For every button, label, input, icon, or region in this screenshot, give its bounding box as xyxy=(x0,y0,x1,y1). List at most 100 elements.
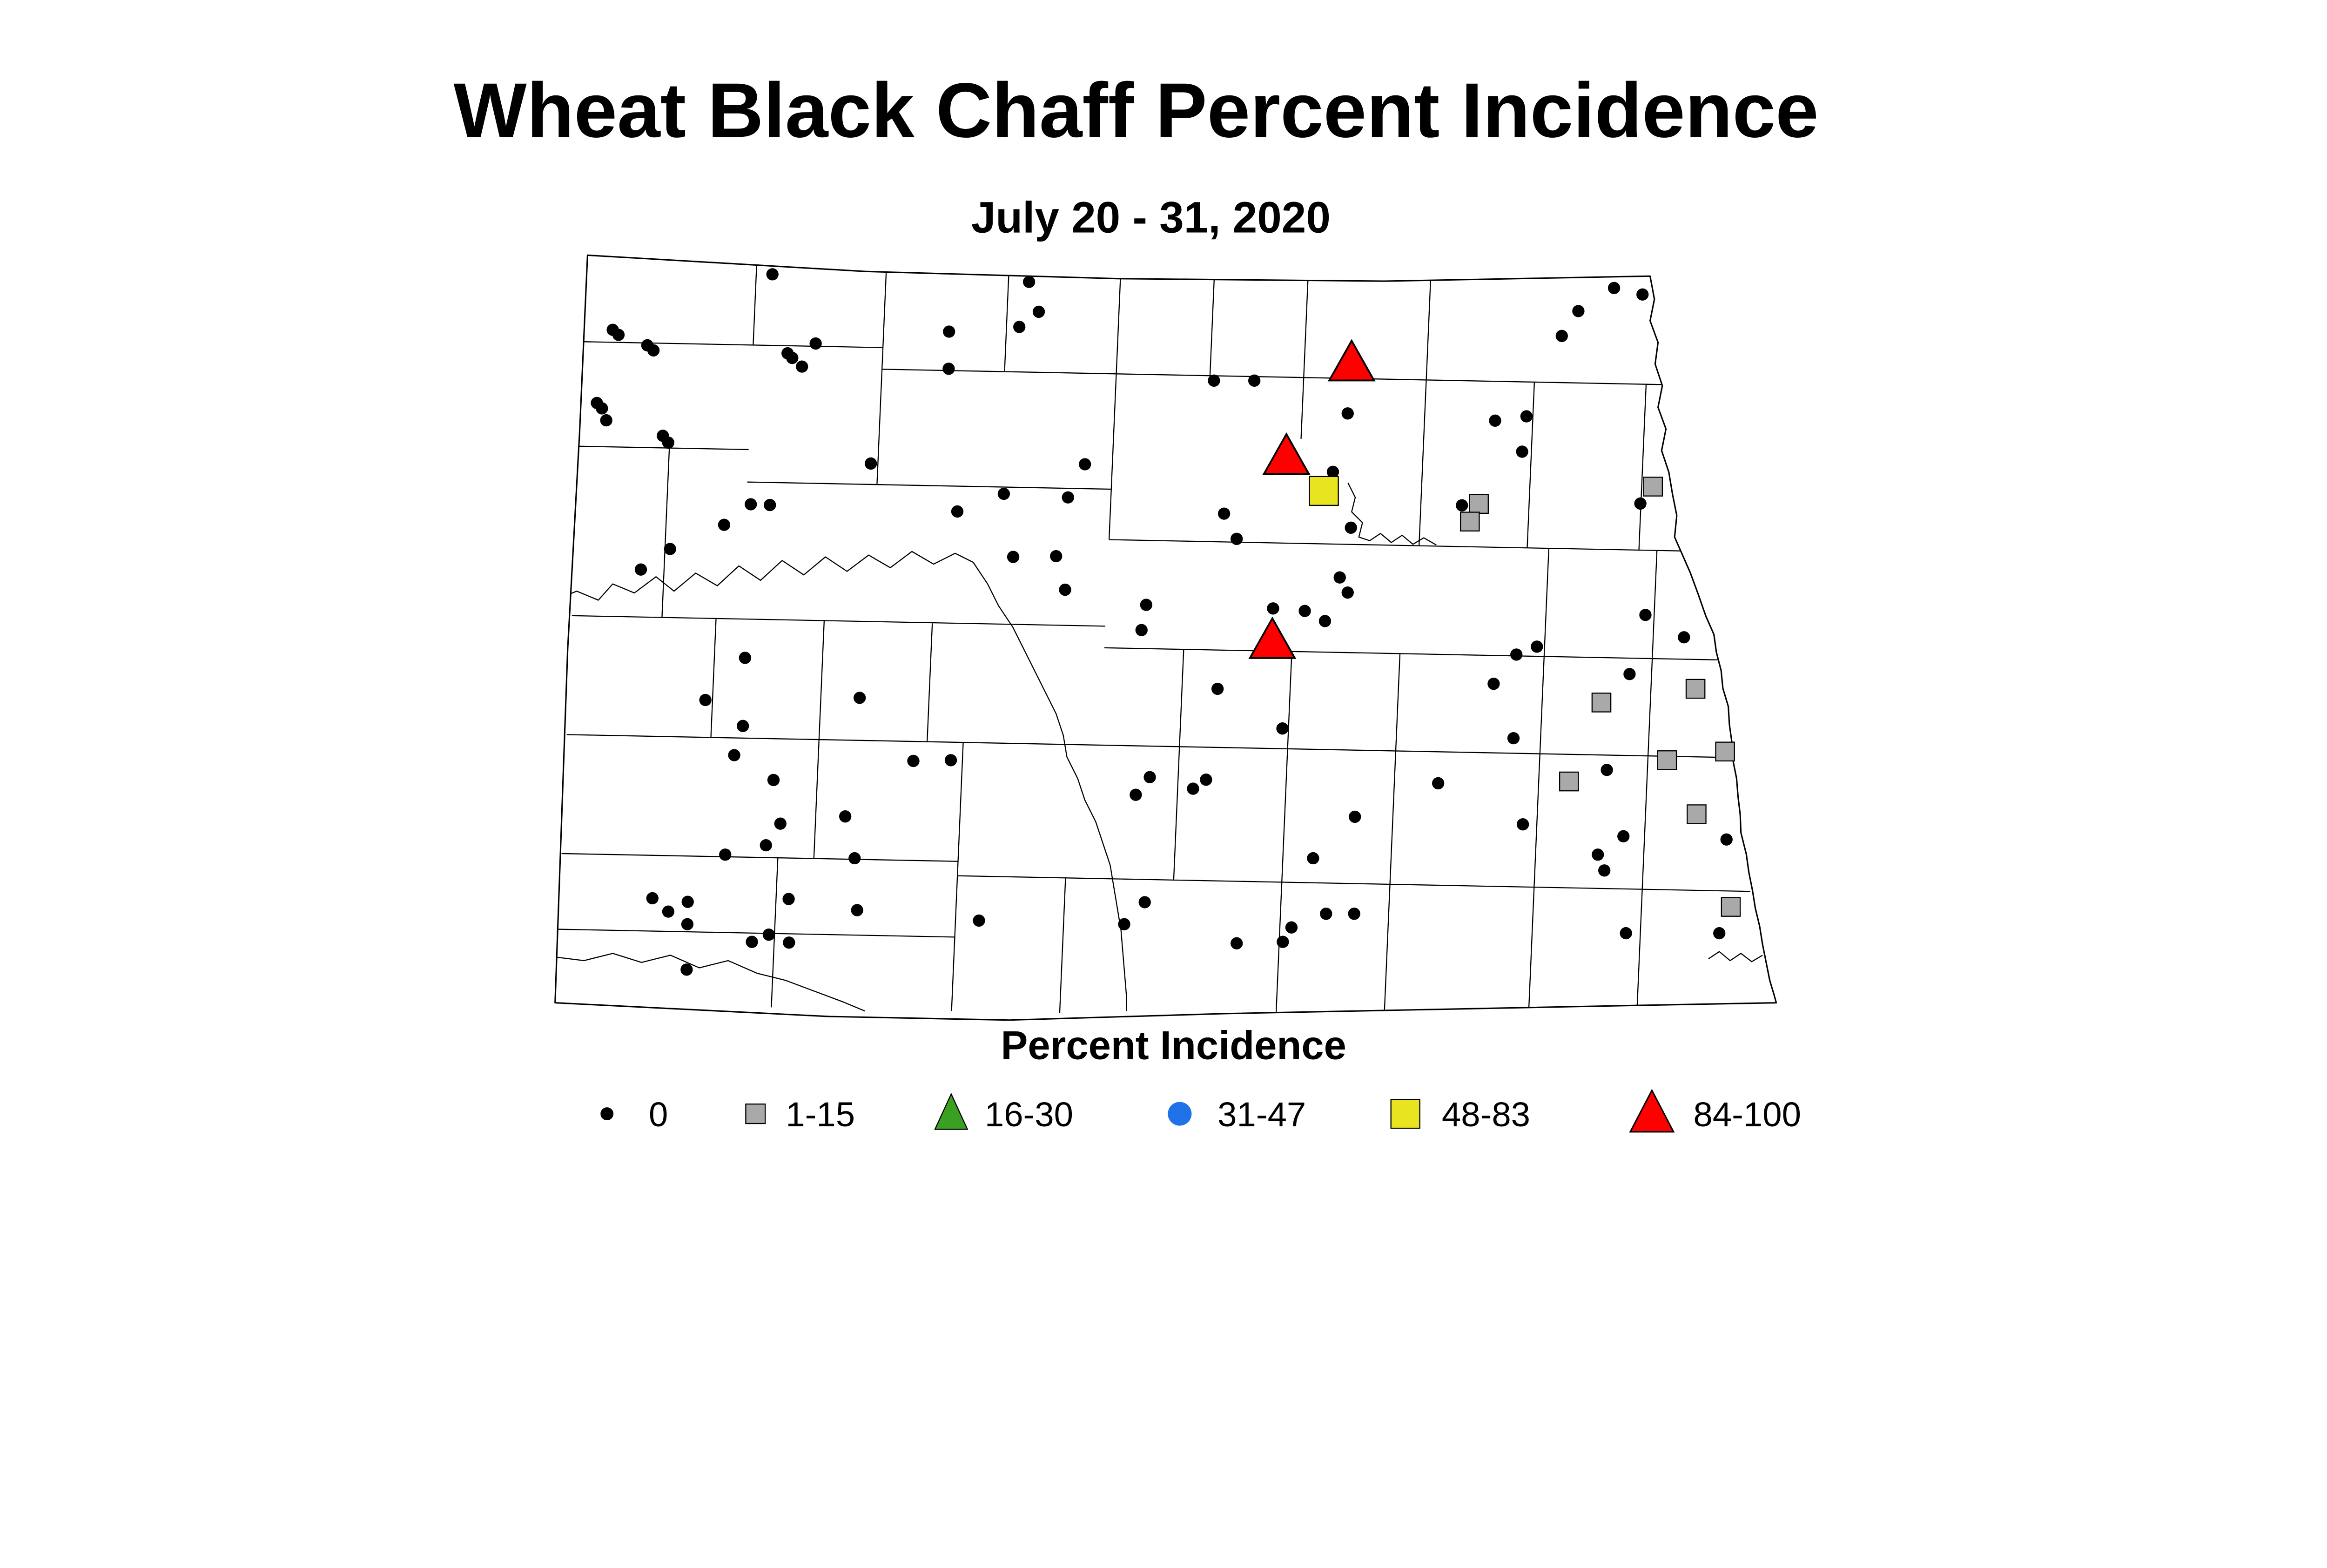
marker-dot-0 xyxy=(719,848,732,861)
marker-dot-0 xyxy=(1118,918,1130,930)
marker-dot-0 xyxy=(851,904,863,916)
page-title: Wheat Black Chaff Percent Incidence xyxy=(454,67,1819,154)
marker-dot-0 xyxy=(796,360,808,373)
legend-dot-icon xyxy=(600,1107,614,1121)
sheyenne-river-line xyxy=(1708,951,1763,962)
legend-item-1-15: 1-15 xyxy=(745,1095,855,1134)
marker-square-1-15 xyxy=(1643,477,1663,497)
cannonball-river-line xyxy=(555,953,866,1012)
marker-square-1-15 xyxy=(1685,679,1706,699)
marker-dot-0 xyxy=(1320,908,1332,920)
legend-label-1-15: 1-15 xyxy=(786,1095,855,1134)
marker-dot-0 xyxy=(1277,935,1289,948)
legend-item-84-100: 84-100 xyxy=(1629,1089,1801,1134)
marker-dot-0 xyxy=(1620,927,1632,940)
marker-dot-0 xyxy=(1520,410,1533,423)
legend-label-16-30: 16-30 xyxy=(985,1095,1073,1134)
legend-item-16-30: 16-30 xyxy=(934,1092,1073,1134)
marker-dot-0 xyxy=(1720,833,1733,846)
legend-item-48-83: 48-83 xyxy=(1390,1095,1530,1134)
marker-dot-0 xyxy=(1062,491,1074,504)
devils-lake-line xyxy=(1347,483,1437,546)
figure: Wheat Black Chaff Percent Incidence July… xyxy=(453,67,1819,1134)
marker-dot-0 xyxy=(1348,908,1360,920)
marker-dot-0 xyxy=(782,893,795,905)
marker-dot-0 xyxy=(1007,551,1020,563)
marker-square-1-15 xyxy=(1687,804,1707,824)
marker-dot-0 xyxy=(681,918,694,930)
legend: 0 1-15 16-30 31-47 48-83 84-100 xyxy=(600,1089,1801,1134)
marker-dot-0 xyxy=(1516,818,1529,831)
marker-dot-0 xyxy=(596,402,608,415)
marker-dot-0 xyxy=(766,268,779,281)
marker-dot-0 xyxy=(1248,374,1261,387)
marker-dot-0 xyxy=(1130,788,1142,801)
marker-dot-0 xyxy=(762,929,775,941)
marker-dot-0 xyxy=(1307,852,1319,865)
marker-dot-0 xyxy=(1678,631,1690,644)
marker-dot-0 xyxy=(1135,624,1148,636)
marker-dot-0 xyxy=(600,414,612,427)
marker-dot-0 xyxy=(997,487,1010,500)
legend-label-84-100: 84-100 xyxy=(1693,1095,1801,1134)
legend-label-0: 0 xyxy=(649,1095,668,1134)
marker-dot-0 xyxy=(1267,602,1279,615)
marker-square-48-83 xyxy=(1309,476,1339,506)
marker-dot-0 xyxy=(1341,407,1354,420)
data-markers xyxy=(591,268,1741,976)
marker-square-1-15 xyxy=(1657,750,1677,770)
marker-dot-0 xyxy=(1326,465,1339,478)
marker-dot-0 xyxy=(612,329,625,341)
marker-dot-0 xyxy=(1276,722,1289,735)
marker-dot-0 xyxy=(848,852,861,865)
marker-dot-0 xyxy=(973,914,985,927)
marker-dot-0 xyxy=(760,839,772,852)
marker-dot-0 xyxy=(680,963,693,976)
marker-dot-0 xyxy=(1345,521,1357,534)
marker-dot-0 xyxy=(783,936,795,949)
marker-dot-0 xyxy=(1456,499,1468,511)
map-chart: Wheat Black Chaff Percent Incidence July… xyxy=(453,67,1819,1134)
marker-dot-0 xyxy=(746,935,758,948)
marker-square-1-15 xyxy=(1721,897,1741,917)
marker-dot-0 xyxy=(1298,605,1311,617)
legend-red-triangle-icon xyxy=(1629,1089,1675,1133)
marker-dot-0 xyxy=(907,754,920,767)
marker-dot-0 xyxy=(739,652,752,664)
marker-dot-0 xyxy=(1617,830,1630,842)
marker-dot-0 xyxy=(1200,774,1212,786)
marker-dot-0 xyxy=(662,436,675,449)
marker-dot-0 xyxy=(1516,445,1528,458)
marker-dot-0 xyxy=(1050,550,1063,563)
marker-dot-0 xyxy=(647,344,660,357)
marker-triangle-84-100 xyxy=(1248,616,1297,659)
marker-dot-0 xyxy=(1572,305,1585,317)
marker-dot-0 xyxy=(944,754,957,767)
marker-dot-0 xyxy=(809,337,822,350)
marker-dot-0 xyxy=(728,749,740,761)
legend-green-triangle-icon xyxy=(934,1092,968,1130)
marker-dot-0 xyxy=(853,692,866,704)
marker-dot-0 xyxy=(1607,282,1621,294)
marker-square-1-15 xyxy=(1715,741,1735,762)
marker-dot-0 xyxy=(1507,732,1520,745)
marker-dot-0 xyxy=(1285,921,1298,934)
marker-dot-0 xyxy=(942,363,955,375)
marker-dot-0 xyxy=(786,351,799,364)
state-map xyxy=(554,254,1777,1021)
marker-dot-0 xyxy=(951,505,964,518)
marker-square-1-15 xyxy=(1469,494,1489,514)
legend-yellow-square-icon xyxy=(1390,1098,1420,1129)
marker-dot-0 xyxy=(1013,321,1026,333)
chart-subtitle: July 20 - 31, 2020 xyxy=(971,193,1331,242)
marker-dot-0 xyxy=(1598,864,1611,877)
marker-dot-0 xyxy=(1634,497,1647,510)
legend-label-31-47: 31-47 xyxy=(1217,1095,1306,1134)
marker-dot-0 xyxy=(662,905,675,918)
marker-dot-0 xyxy=(839,810,852,823)
marker-dot-0 xyxy=(699,693,712,707)
marker-dot-0 xyxy=(1217,507,1231,520)
marker-dot-0 xyxy=(1636,288,1649,301)
marker-dot-0 xyxy=(1349,810,1361,823)
marker-dot-0 xyxy=(764,498,776,511)
